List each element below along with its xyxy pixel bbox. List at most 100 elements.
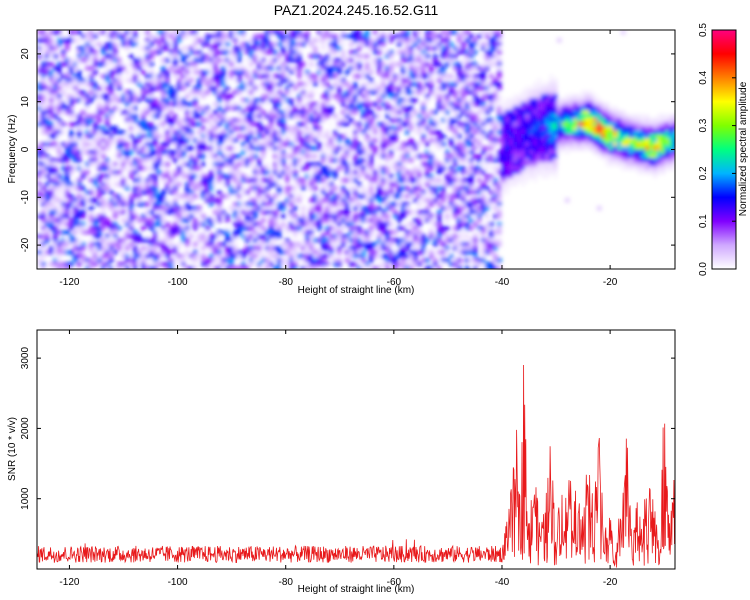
heatmap-cell (37, 210, 42, 215)
heatmap-cell (285, 138, 290, 143)
heatmap-cell (301, 110, 306, 115)
heatmap-cell (197, 206, 202, 211)
heatmap-cell (265, 202, 270, 207)
heatmap-cell (653, 122, 658, 127)
heatmap-cell (237, 126, 242, 131)
heatmap-cell (621, 142, 626, 147)
heatmap-cell (45, 86, 50, 91)
heatmap-cell (397, 178, 402, 183)
heatmap-cell (173, 254, 178, 259)
heatmap-cell (589, 114, 594, 119)
heatmap-cell (373, 102, 378, 107)
heatmap-cell (585, 118, 590, 123)
heatmap-cell (473, 114, 478, 119)
heatmap-cell (309, 182, 314, 187)
heatmap-cell (433, 158, 438, 163)
heatmap-cell (141, 218, 146, 223)
heatmap-cell (49, 46, 54, 51)
heatmap-cell (253, 222, 258, 227)
heatmap-cell (245, 70, 250, 75)
heatmap-cell (525, 102, 530, 107)
heatmap-cell (209, 142, 214, 147)
heatmap-cell (61, 122, 66, 127)
heatmap-cell (189, 266, 194, 269)
heatmap-cell (197, 90, 202, 95)
heatmap-cell (517, 118, 522, 123)
heatmap-cell (361, 258, 366, 263)
heatmap-cell (177, 126, 182, 131)
heatmap-cell (109, 258, 114, 263)
heatmap-cell (405, 66, 410, 71)
heatmap-cell (357, 162, 362, 167)
heatmap-cell (237, 178, 242, 183)
heatmap-cell (437, 142, 442, 147)
heatmap-cell (225, 230, 230, 235)
heatmap-cell (449, 178, 454, 183)
heatmap-cell (245, 234, 250, 239)
heatmap-cell (345, 70, 350, 75)
heatmap-cell (325, 134, 330, 139)
heatmap-cell (325, 130, 330, 135)
heatmap-cell (113, 170, 118, 175)
heatmap-cell (513, 122, 518, 127)
heatmap-cell (121, 150, 126, 155)
heatmap-cell (201, 42, 206, 47)
heatmap-cell (369, 102, 374, 107)
heatmap-cell (73, 178, 78, 183)
heatmap-cell (509, 146, 514, 151)
heatmap-cell (493, 138, 498, 143)
heatmap-cell (377, 66, 382, 71)
heatmap-cell (261, 198, 266, 203)
heatmap-cell (177, 94, 182, 99)
heatmap-cell (445, 214, 450, 219)
heatmap-cell (245, 178, 250, 183)
heatmap-cell (557, 114, 562, 119)
heatmap-cell (329, 226, 334, 231)
heatmap-cell (485, 90, 490, 95)
heatmap-cell (61, 230, 66, 235)
heatmap-cell (117, 182, 122, 187)
heatmap-cell (305, 230, 310, 235)
heatmap-cell (449, 30, 454, 35)
heatmap-cell (517, 162, 522, 167)
heatmap-cell (277, 146, 282, 151)
heatmap-cell (377, 218, 382, 223)
heatmap-cell (201, 234, 206, 239)
heatmap-cell (377, 194, 382, 199)
heatmap-cell (281, 142, 286, 147)
heatmap-cell (37, 190, 42, 195)
heatmap-cell (173, 70, 178, 75)
heatmap-cell (417, 126, 422, 131)
heatmap-cell (225, 34, 230, 39)
heatmap-cell (169, 234, 174, 239)
heatmap-cell (173, 222, 178, 227)
heatmap-cell (469, 86, 474, 91)
heatmap-cell (313, 170, 318, 175)
heatmap-cell (197, 182, 202, 187)
heatmap-cell (449, 54, 454, 59)
heatmap-cell (349, 170, 354, 175)
heatmap-cell (65, 182, 70, 187)
heatmap-cell (605, 138, 610, 143)
heatmap-cell (541, 98, 546, 103)
heatmap-cell (357, 242, 362, 247)
heatmap-cell (141, 182, 146, 187)
heatmap-cell (437, 94, 442, 99)
heatmap-cell (261, 50, 266, 55)
heatmap-cell (249, 130, 254, 135)
heatmap-cell (425, 218, 430, 223)
heatmap-cell (161, 178, 166, 183)
heatmap-cell (545, 94, 550, 99)
heatmap-cell (229, 30, 234, 35)
heatmap-cell (101, 126, 106, 131)
heatmap-cell (85, 102, 90, 107)
heatmap-cell (545, 122, 550, 127)
heatmap-cell (525, 138, 530, 143)
heatmap-cell (241, 222, 246, 227)
heatmap-cell (145, 178, 150, 183)
heatmap-cell (81, 258, 86, 263)
heatmap-cell (53, 234, 58, 239)
heatmap-cell (553, 158, 558, 163)
heatmap-cell (181, 66, 186, 71)
